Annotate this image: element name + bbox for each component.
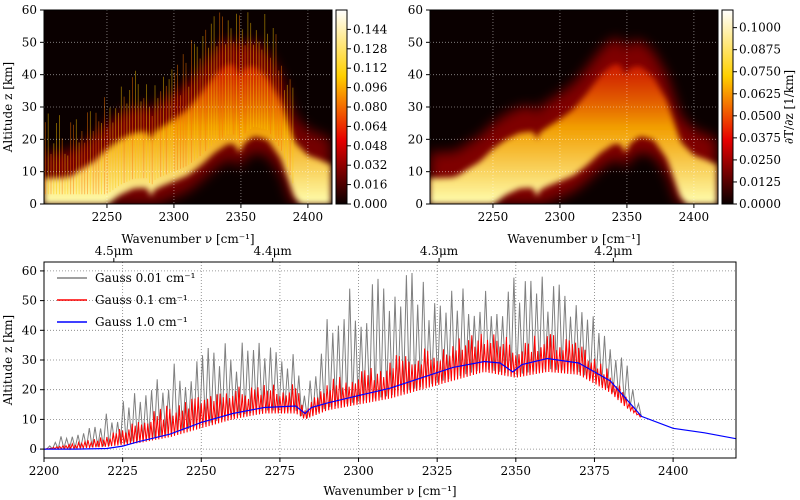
- colorbar-tick-label: 0.128: [353, 42, 387, 56]
- x-tick-label: 2325: [422, 464, 453, 478]
- left-heatmap-ticks: 2250 2300 2350 2400 0 10 20 30 40 50 60: [22, 3, 323, 224]
- x-tick-label: 2250: [186, 464, 217, 478]
- left-heatmap-ylabel: Altitude z [km]: [1, 62, 15, 153]
- y-tick-label: 0: [29, 442, 37, 456]
- left-heatmap-field: [44, 12, 331, 204]
- secondary-tick-label: 4.2μm: [594, 244, 633, 258]
- bottom-plot-xlabel: Wavenumber ν [cm⁻¹]: [323, 484, 456, 498]
- colorbar-tick-label: 0.064: [353, 119, 388, 133]
- colorbar-tick-label: 0.0125: [739, 175, 781, 189]
- legend-label-gauss-10: Gauss 1.0 cm⁻¹: [95, 315, 188, 329]
- left-colorbar: 0.000 0.016 0.032 0.048 0.064 0.080 0.096 0.112…: [335, 9, 388, 211]
- colorbar-tick-label: 0.0875: [739, 43, 781, 57]
- y-tick-label: 10: [408, 165, 423, 179]
- x-tick-label: 2350: [612, 210, 643, 224]
- colorbar-tick-label: 0.096: [353, 81, 387, 95]
- legend: Gauss 0.01 cm⁻¹ Gauss 0.1 cm⁻¹ Gauss 1.0…: [57, 271, 195, 329]
- colorbar-tick-label: 0.0500: [739, 109, 781, 123]
- legend-label-gauss-01: Gauss 0.1 cm⁻¹: [95, 293, 188, 307]
- right-colorbar-gradient: [721, 9, 734, 205]
- colorbar-tick-label: 0.112: [353, 61, 387, 75]
- x-tick-label: 2200: [29, 464, 60, 478]
- right-heatmap-panel: 2250 2300 2350 2400 0 10 20 30 40 50 60 Wavenumber…: [408, 3, 719, 246]
- colorbar-tick-label: 0.048: [353, 139, 387, 153]
- right-colorbar: 0.0000 0.0125 0.0250 0.0375 0.0500 0.0625 0.07…: [721, 9, 796, 211]
- y-tick-label: 30: [22, 100, 37, 114]
- y-tick-label: 60: [22, 264, 37, 278]
- x-tick-label: 2400: [658, 464, 689, 478]
- bottom-plot-secondary-axis: 4.5μm 4.4μm 4.3μm 4.2μm: [95, 244, 633, 262]
- colorbar-tick-label: 0.144: [353, 22, 388, 36]
- x-tick-label: 2225: [107, 464, 138, 478]
- bottom-plot-ticks: 2200 2225 2250 2275 2300 2325 2350 2375 2400 0 10 2…: [22, 264, 689, 478]
- x-tick-label: 2400: [679, 210, 710, 224]
- right-heatmap-ticks: 2250 2300 2350 2400 0 10 20 30 40 50 60: [408, 3, 709, 224]
- right-colorbar-ticks: 0.0000 0.0125 0.0250 0.0375 0.0500 0.0625 0.07…: [733, 21, 781, 211]
- colorbar-tick-label: 0.016: [353, 178, 387, 192]
- x-tick-label: 2300: [343, 464, 374, 478]
- legend-label-gauss-001: Gauss 0.01 cm⁻¹: [95, 271, 195, 285]
- colorbar-tick-label: 0.1000: [739, 21, 781, 35]
- left-colorbar-gradient: [335, 9, 348, 205]
- y-tick-label: 40: [22, 323, 37, 337]
- right-colorbar-label: ∂T/∂z [1/km]: [782, 70, 796, 144]
- bottom-plot-series: [44, 272, 736, 451]
- left-heatmap-panel: 2250 2300 2350 2400 0 10 20 30 40 50 60 Wavenumber…: [1, 3, 333, 246]
- y-tick-label: 10: [22, 165, 37, 179]
- bottom-line-panel: 2200 2225 2250 2275 2300 2325 2350 2375 2400 0 10 2…: [1, 244, 737, 498]
- y-tick-label: 30: [22, 353, 37, 367]
- x-tick-label: 2300: [159, 210, 190, 224]
- y-tick-label: 60: [22, 3, 37, 17]
- y-tick-label: 0: [415, 197, 423, 211]
- right-heatmap-field: [430, 38, 717, 204]
- left-heatmap-xlabel: Wavenumber ν [cm⁻¹]: [121, 232, 254, 246]
- secondary-tick-label: 4.3μm: [420, 244, 459, 258]
- colorbar-tick-label: 0.0625: [739, 87, 781, 101]
- x-tick-label: 2400: [293, 210, 324, 224]
- right-heatmap-xlabel: Wavenumber ν [cm⁻¹]: [507, 232, 640, 246]
- y-tick-label: 10: [22, 412, 37, 426]
- y-tick-label: 50: [408, 35, 423, 49]
- colorbar-tick-label: 0.0000: [739, 197, 781, 211]
- y-tick-label: 40: [22, 68, 37, 82]
- series-gauss-01-line: [44, 333, 642, 451]
- x-tick-label: 2350: [501, 464, 532, 478]
- x-tick-label: 2300: [545, 210, 576, 224]
- x-tick-label: 2250: [92, 210, 123, 224]
- y-tick-label: 40: [408, 68, 423, 82]
- y-tick-label: 20: [22, 383, 37, 397]
- x-tick-label: 2275: [265, 464, 296, 478]
- y-tick-label: 50: [22, 35, 37, 49]
- colorbar-tick-label: 0.080: [353, 100, 387, 114]
- bottom-plot-ylabel: Altitude z [km]: [1, 315, 15, 406]
- colorbar-tick-label: 0.0250: [739, 153, 781, 167]
- y-tick-label: 20: [22, 132, 37, 146]
- y-tick-label: 30: [408, 100, 423, 114]
- left-colorbar-ticks: 0.000 0.016 0.032 0.048 0.064 0.080 0.096 0.112…: [347, 22, 388, 211]
- series-gauss-10-line: [44, 357, 736, 450]
- secondary-tick-label: 4.4μm: [254, 244, 293, 258]
- x-tick-label: 2350: [226, 210, 257, 224]
- colorbar-tick-label: 0.032: [353, 158, 387, 172]
- secondary-tick-label: 4.5μm: [95, 244, 134, 258]
- y-tick-label: 50: [22, 294, 37, 308]
- y-tick-label: 20: [408, 132, 423, 146]
- colorbar-tick-label: 0.0750: [739, 65, 781, 79]
- right-heatmap-plume: [430, 64, 717, 204]
- x-tick-label: 2250: [478, 210, 509, 224]
- colorbar-tick-label: 0.0375: [739, 131, 781, 145]
- x-tick-label: 2375: [579, 464, 610, 478]
- y-tick-label: 60: [408, 3, 423, 17]
- y-tick-label: 0: [29, 197, 37, 211]
- colorbar-tick-label: 0.000: [353, 197, 387, 211]
